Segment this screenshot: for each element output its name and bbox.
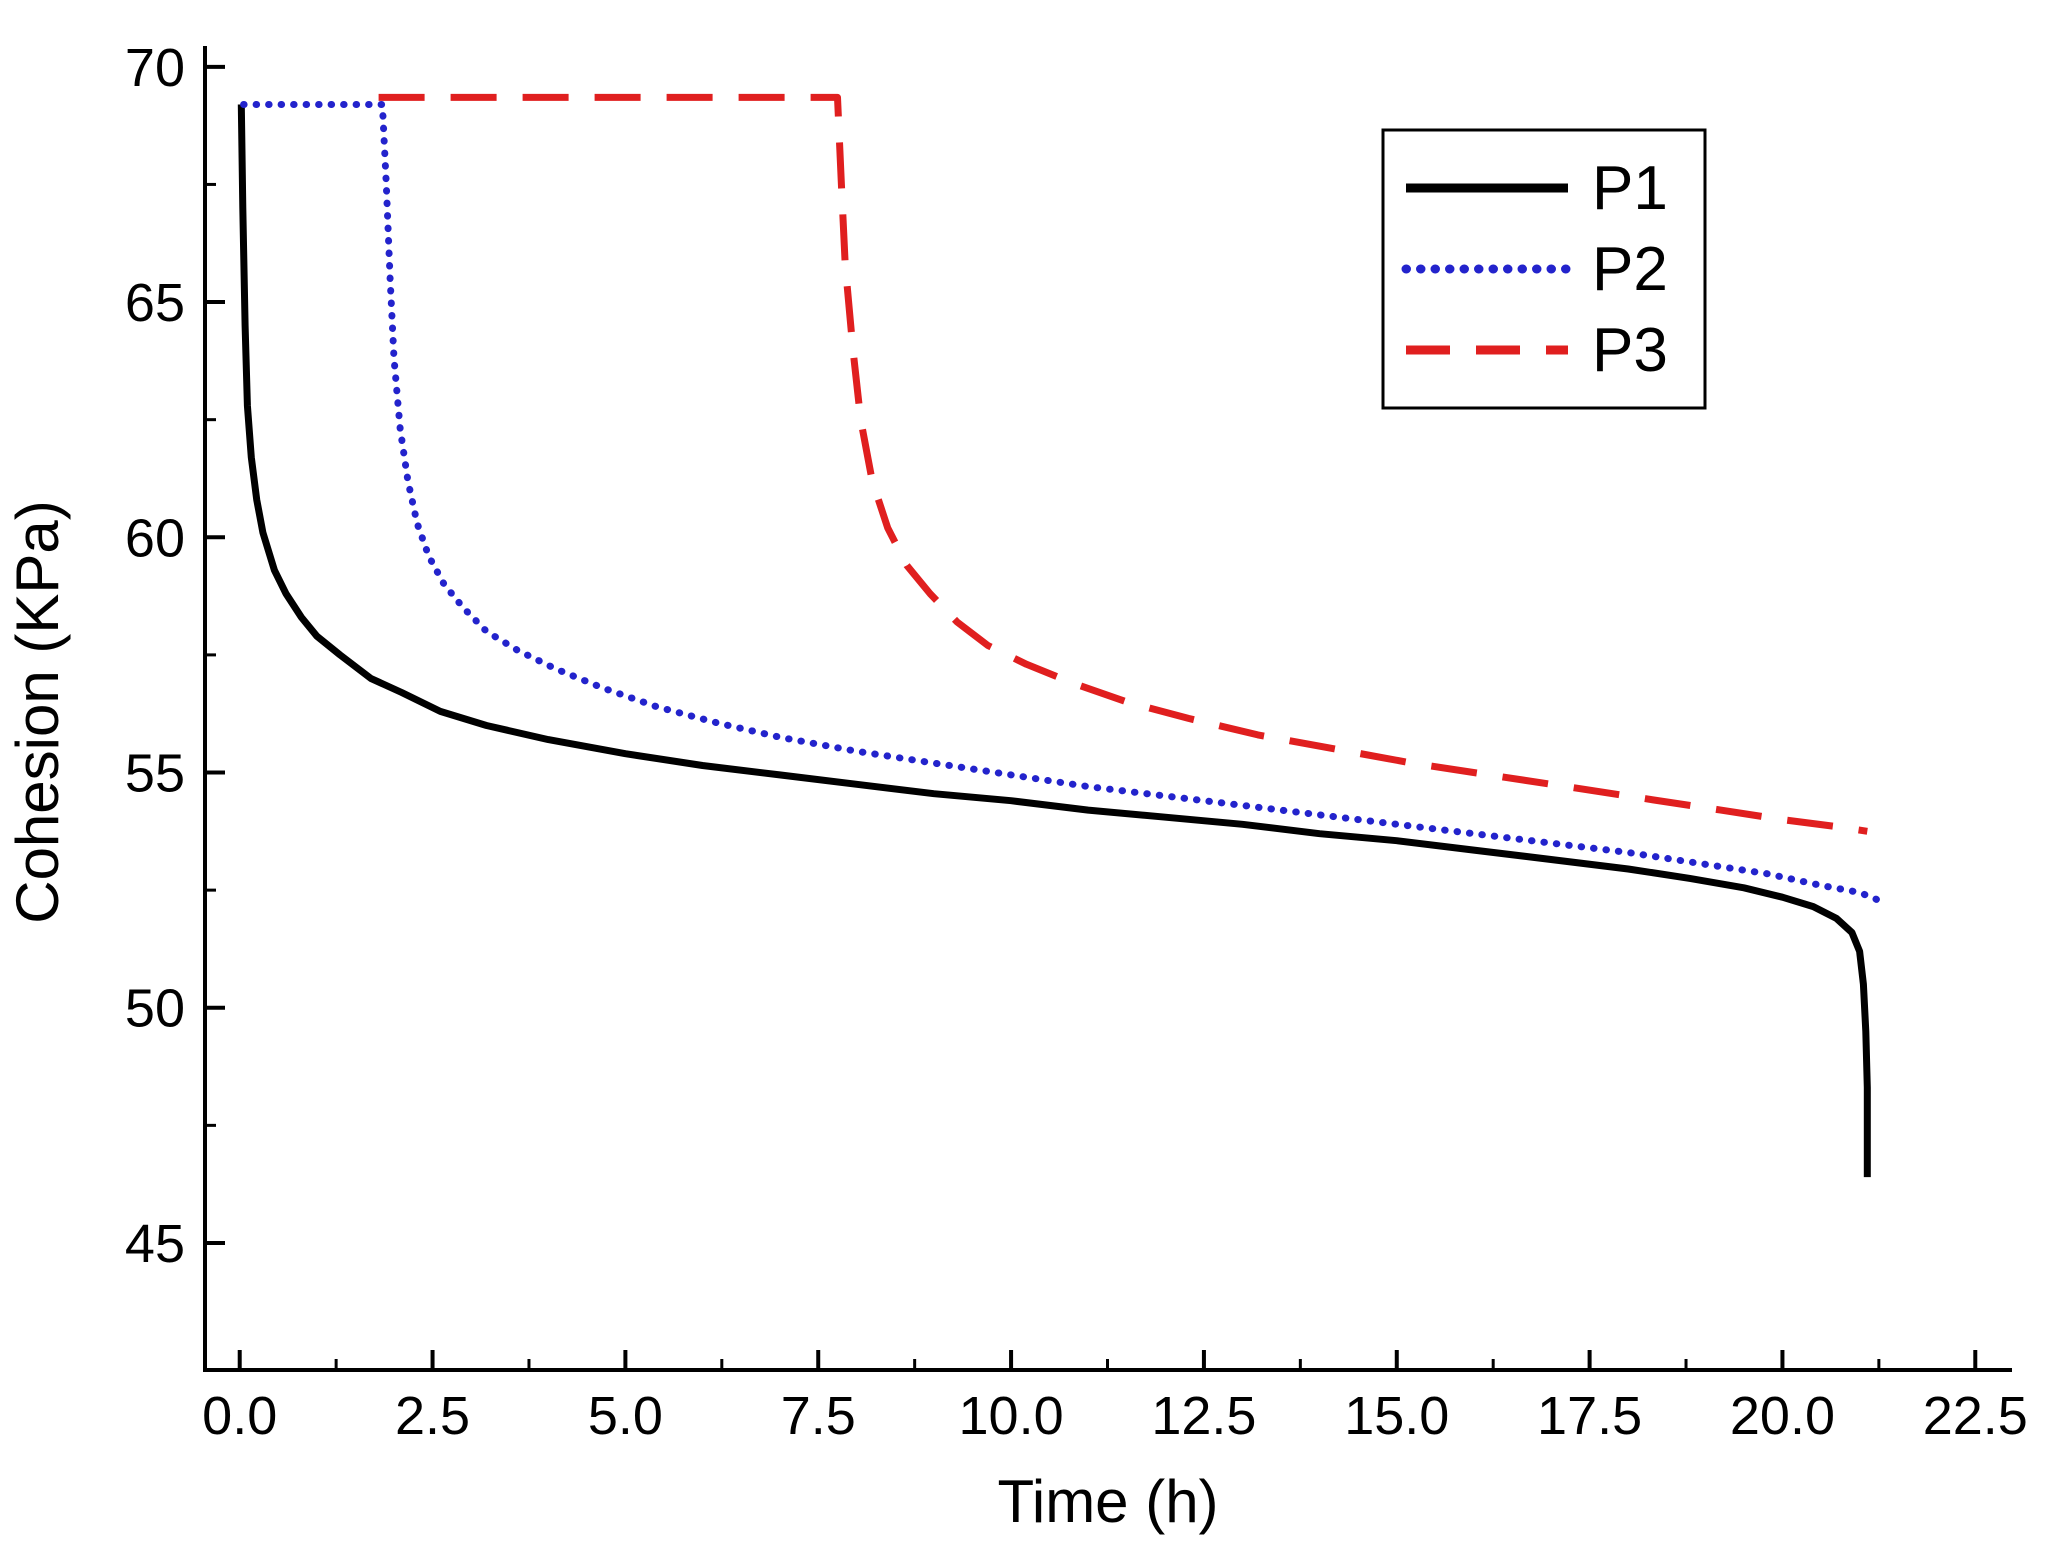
legend: P1 P2 P3 [1381,128,1707,410]
x-tick-label: 5.0 [588,1386,663,1446]
series-p3-line [378,93,1868,835]
legend-label-p3: P3 [1592,316,1668,385]
y-tick-label: 55 [125,744,185,804]
y-axis-title: Cohesion (KPa) [4,500,71,924]
y-tick-label: 50 [125,979,185,1039]
axes-ticks: 0.0 2.5 5.0 7.5 10.0 12.5 15.0 17.5 20.0 22.5 45 50… [125,38,2028,1446]
x-tick-label: 15.0 [1344,1386,1449,1446]
legend-label-p1: P1 [1592,154,1668,223]
y-tick-label: 70 [125,38,185,98]
x-tick-label: 20.0 [1730,1386,1835,1446]
x-tick-label: 17.5 [1537,1386,1642,1446]
x-tick-label: 2.5 [395,1386,470,1446]
x-tick-label: 0.0 [202,1386,277,1446]
x-tick-label: 10.0 [959,1386,1064,1446]
x-axis-title: Time (h) [997,1468,1218,1535]
y-tick-label: 65 [125,273,185,333]
y-tick-label: 45 [125,1214,185,1274]
legend-label-p2: P2 [1592,235,1668,304]
x-tick-label: 12.5 [1151,1386,1256,1446]
y-tick-label: 60 [125,508,185,568]
plot-series [237,93,1887,1178]
x-tick-label: 7.5 [781,1386,856,1446]
series-p2-line [240,101,1887,906]
series-p1-line [237,104,1871,1178]
x-tick-label: 22.5 [1923,1386,2028,1446]
